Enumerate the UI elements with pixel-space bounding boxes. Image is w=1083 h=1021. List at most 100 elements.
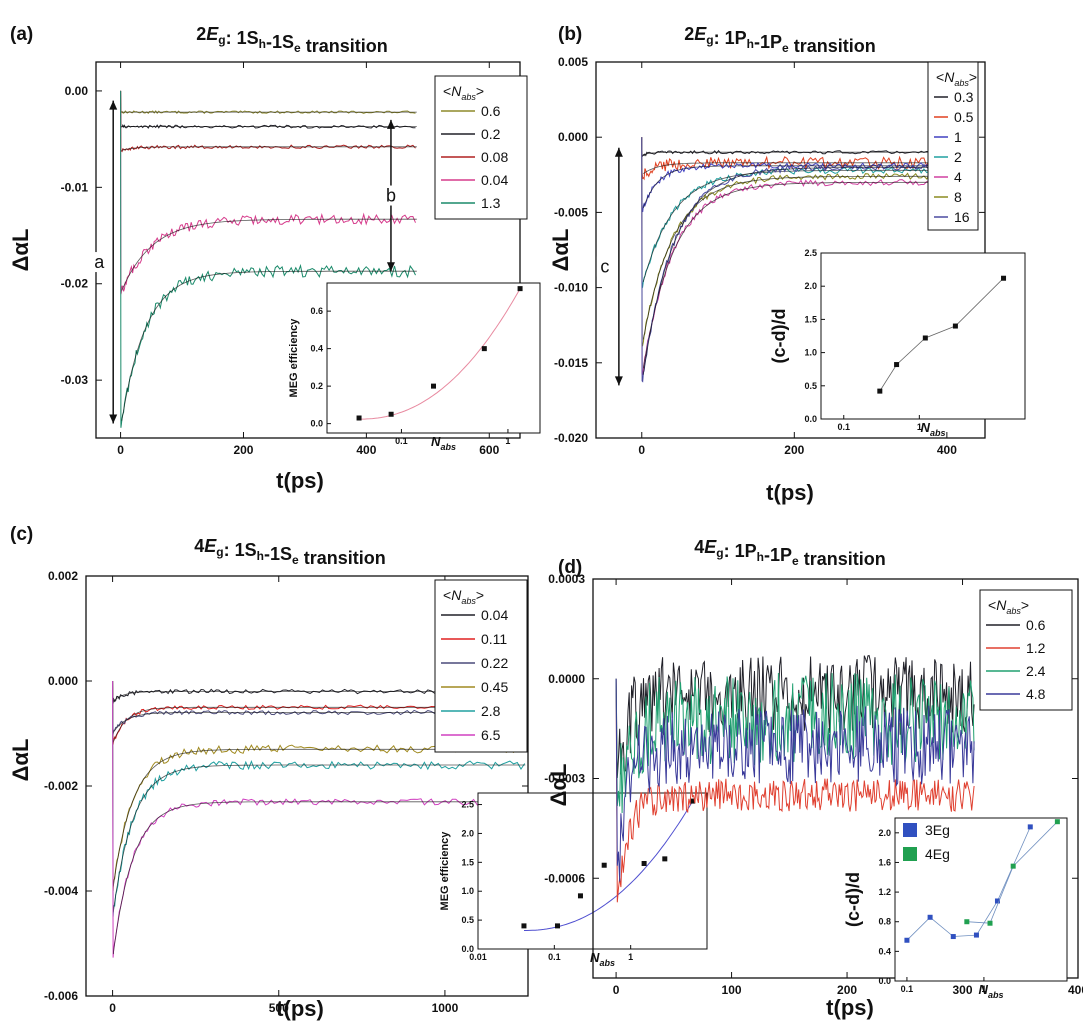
series-group bbox=[112, 680, 526, 958]
inset-point bbox=[1001, 275, 1007, 281]
inset-x-tick-label: 1 bbox=[917, 422, 922, 432]
x-tick-label: 400 bbox=[1068, 983, 1083, 997]
inset-legend-entry: 3Eg bbox=[925, 822, 950, 838]
inset-x-tick-label: 1 bbox=[505, 436, 510, 446]
y-tick-label: -0.01 bbox=[61, 180, 89, 194]
x-tick-label: 500 bbox=[269, 1001, 289, 1015]
inset-point bbox=[1010, 863, 1016, 869]
inset-x-tick-label: 0.1 bbox=[837, 422, 850, 432]
series-line-0.2 bbox=[120, 90, 416, 129]
inset-point bbox=[922, 335, 928, 341]
chart-title: 4Eg: 1Sh-1Se transition bbox=[194, 536, 385, 568]
inset-y-tick-label: 2.0 bbox=[878, 828, 891, 838]
series-line-0.6 bbox=[120, 90, 416, 115]
plot-frame bbox=[95, 61, 521, 439]
inset-x-tick-label: 0.1 bbox=[395, 436, 408, 446]
inset-point bbox=[987, 920, 993, 926]
series-fit-6.5 bbox=[112, 801, 526, 955]
series-group bbox=[120, 90, 417, 428]
series-fit-2 bbox=[642, 169, 956, 282]
series-fit-2.8 bbox=[112, 764, 526, 913]
x-tick-label: 200 bbox=[784, 443, 804, 457]
x-axis-label: t(ps) bbox=[766, 480, 814, 505]
y-axis-label: ΔαL bbox=[8, 229, 33, 272]
inset-point bbox=[554, 923, 560, 929]
panel-b: (b) 2Eg: 1Ph-1Pe transition 0 200 400 0.005 0.… bbox=[548, 24, 1026, 505]
inset-y-tick-label: 2.5 bbox=[804, 248, 817, 258]
series-group bbox=[615, 654, 975, 903]
legend-entry: 0.04 bbox=[481, 607, 508, 623]
inset-y-tick-label: 1.6 bbox=[878, 857, 891, 867]
annotation-label: c bbox=[600, 257, 609, 277]
inset-y-tick-label: 0.4 bbox=[310, 344, 323, 354]
y-tick-label: -0.005 bbox=[554, 205, 588, 219]
inset-y-tick-label: 0.4 bbox=[878, 946, 891, 956]
legend: <Nabs>0.6 0.2 0.08 0.04 1.3 bbox=[434, 75, 528, 220]
x-tick-label: 0 bbox=[613, 983, 620, 997]
inset-x-tick-label: 0.1 bbox=[901, 984, 914, 994]
inset-point bbox=[601, 862, 607, 868]
inset-y-tick-label: 1.5 bbox=[461, 857, 474, 867]
inset-point bbox=[927, 914, 933, 920]
inset-point bbox=[904, 937, 910, 943]
inset-point bbox=[431, 383, 436, 389]
inset-y-tick-label: 0.5 bbox=[804, 381, 817, 391]
chart-title: 4Eg: 1Ph-1Pe transition bbox=[694, 537, 885, 569]
x-axis-label: t(ps) bbox=[826, 995, 874, 1020]
legend-entry: 8 bbox=[954, 189, 962, 205]
x-tick-label: 600 bbox=[479, 443, 499, 457]
series-fit-1 bbox=[642, 165, 956, 209]
legend-box bbox=[979, 589, 1073, 711]
legend-box bbox=[434, 579, 528, 753]
inset-y-tick-label: 1.0 bbox=[461, 886, 474, 896]
inset-point bbox=[690, 798, 696, 804]
x-tick-label: 400 bbox=[937, 443, 957, 457]
legend-title: <Nabs> bbox=[443, 587, 484, 606]
series-line-4.8 bbox=[615, 678, 975, 882]
series-fit-4 bbox=[642, 181, 956, 369]
legend-entry: 0.2 bbox=[481, 126, 501, 142]
series-fit-0.04 bbox=[121, 218, 417, 291]
legend: <Nabs>0.3 0.5 1 2 4 8 16 bbox=[927, 61, 979, 231]
series-line-1.3 bbox=[120, 90, 416, 428]
series-line-8 bbox=[641, 137, 955, 347]
plot-frame bbox=[595, 61, 986, 439]
legend-entry: 0.45 bbox=[481, 679, 508, 695]
series-fit-16 bbox=[642, 166, 956, 375]
legend-box bbox=[927, 61, 979, 231]
y-tick-label: 0.002 bbox=[48, 569, 78, 583]
y-tick-label: 0.0000 bbox=[548, 672, 585, 686]
inset-y-tick-label: 0.0 bbox=[461, 944, 474, 954]
legend-entry: 1 bbox=[954, 129, 962, 145]
inset-fit bbox=[359, 288, 521, 420]
inset-y-tick-label: 0.0 bbox=[878, 976, 891, 986]
inset-point bbox=[517, 286, 523, 292]
inset-point bbox=[964, 919, 970, 925]
panel-label: (b) bbox=[558, 24, 582, 45]
inset-frame bbox=[326, 282, 541, 434]
series-fit-0.08 bbox=[121, 146, 417, 151]
inset-y-tick-label: 0.5 bbox=[461, 915, 474, 925]
series-fit-0.11 bbox=[112, 706, 526, 743]
series-fit-1.3 bbox=[121, 270, 417, 421]
inset-point bbox=[662, 856, 668, 862]
y-tick-label: -0.002 bbox=[44, 779, 78, 793]
legend-entry: 4.8 bbox=[1026, 686, 1046, 702]
legend: <Nabs>0.6 1.2 2.4 4.8 bbox=[979, 589, 1073, 711]
inset-point bbox=[952, 323, 958, 329]
inset-y-label: (c-d)/d bbox=[769, 309, 789, 364]
y-tick-label: 0.000 bbox=[558, 130, 588, 144]
legend-entry: 0.11 bbox=[481, 631, 507, 647]
inset-x-label: Nabs bbox=[590, 950, 615, 968]
x-tick-label: 400 bbox=[356, 443, 376, 457]
chart-title: 2Eg: 1Sh-1Se transition bbox=[196, 24, 387, 56]
series-line-0.08 bbox=[120, 90, 416, 153]
annotation-bg bbox=[596, 256, 613, 277]
inset-y-tick-label: 2.0 bbox=[804, 281, 817, 291]
y-axis-label: ΔαL bbox=[548, 229, 573, 272]
inset: 0.1 1 0.0 0.2 0.4 0.6 Nabs MEG efficiency bbox=[288, 282, 541, 452]
legend-entry: 0.6 bbox=[481, 103, 501, 119]
inset-legend-entry: 4Eg bbox=[925, 846, 950, 862]
x-tick-label: 100 bbox=[722, 983, 742, 997]
